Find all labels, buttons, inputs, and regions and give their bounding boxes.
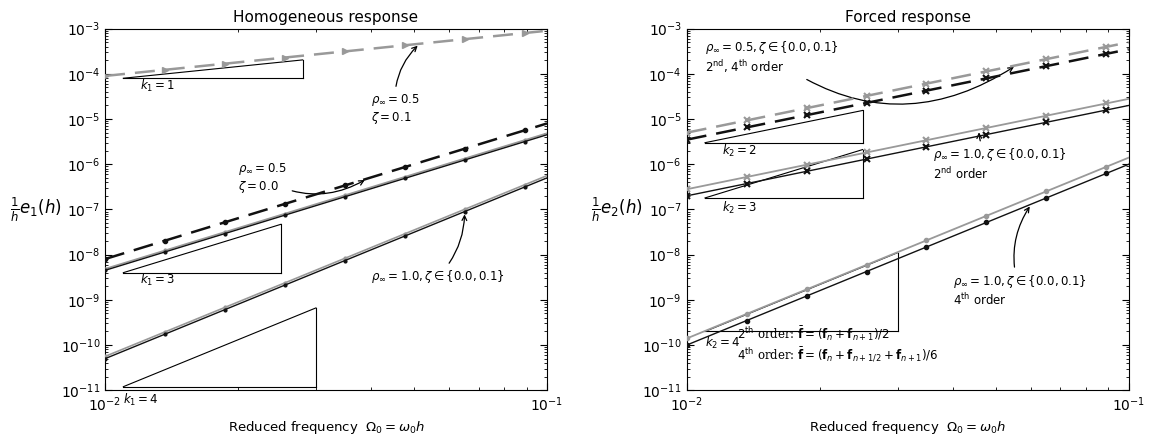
Text: $k_2 = 3$: $k_2 = 3$ — [722, 199, 757, 215]
Text: $2^{\rm th}$ order: $\bar{\mathbf{f}} = (\mathbf{f}_n + \mathbf{f}_{n+1})/2$
$4^: $2^{\rm th}$ order: $\bar{\mathbf{f}} = … — [737, 325, 939, 364]
Text: $\rho_\infty = 1.0, \zeta \in \{0.0, 0.1\}$: $\rho_\infty = 1.0, \zeta \in \{0.0, 0.1… — [371, 216, 505, 285]
Text: $k_1 = 3$: $k_1 = 3$ — [140, 273, 176, 289]
Title: Forced response: Forced response — [844, 10, 970, 25]
Text: $\rho_\infty = 0.5, \zeta \in \{0.0, 0.1\}$
$2^{\rm nd}$, $4^{\rm th}$ order: $\rho_\infty = 0.5, \zeta \in \{0.0, 0.1… — [705, 39, 1013, 104]
Y-axis label: $\frac{1}{h} e_2(h)$: $\frac{1}{h} e_2(h)$ — [591, 195, 643, 223]
Text: $k_2 = 4$: $k_2 = 4$ — [705, 335, 740, 351]
Text: $\rho_\infty = 0.5$
$\zeta = 0.1$: $\rho_\infty = 0.5$ $\zeta = 0.1$ — [371, 47, 419, 126]
Text: $k_1 = 4$: $k_1 = 4$ — [124, 392, 159, 408]
Text: $\rho_\infty = 1.0, \zeta \in \{0.0, 0.1\}$
$4^{\rm th}$ order: $\rho_\infty = 1.0, \zeta \in \{0.0, 0.1… — [953, 207, 1087, 308]
Text: $k_2 = 2$: $k_2 = 2$ — [722, 143, 757, 159]
Title: Homogeneous response: Homogeneous response — [233, 10, 418, 25]
Text: $k_1 = 1$: $k_1 = 1$ — [140, 78, 176, 94]
X-axis label: Reduced frequency  $\Omega_0 = \omega_0 h$: Reduced frequency $\Omega_0 = \omega_0 h… — [810, 419, 1006, 436]
Y-axis label: $\frac{1}{h} e_1(h)$: $\frac{1}{h} e_1(h)$ — [9, 195, 61, 223]
Text: $\rho_\infty = 1.0, \zeta \in \{0.0, 0.1\}$
$2^{\rm nd}$ order: $\rho_\infty = 1.0, \zeta \in \{0.0, 0.1… — [932, 134, 1066, 182]
Text: $\rho_\infty = 0.5$
$\zeta = 0.0$: $\rho_\infty = 0.5$ $\zeta = 0.0$ — [238, 161, 364, 195]
X-axis label: Reduced frequency  $\Omega_0 = \omega_0 h$: Reduced frequency $\Omega_0 = \omega_0 h… — [228, 419, 425, 436]
